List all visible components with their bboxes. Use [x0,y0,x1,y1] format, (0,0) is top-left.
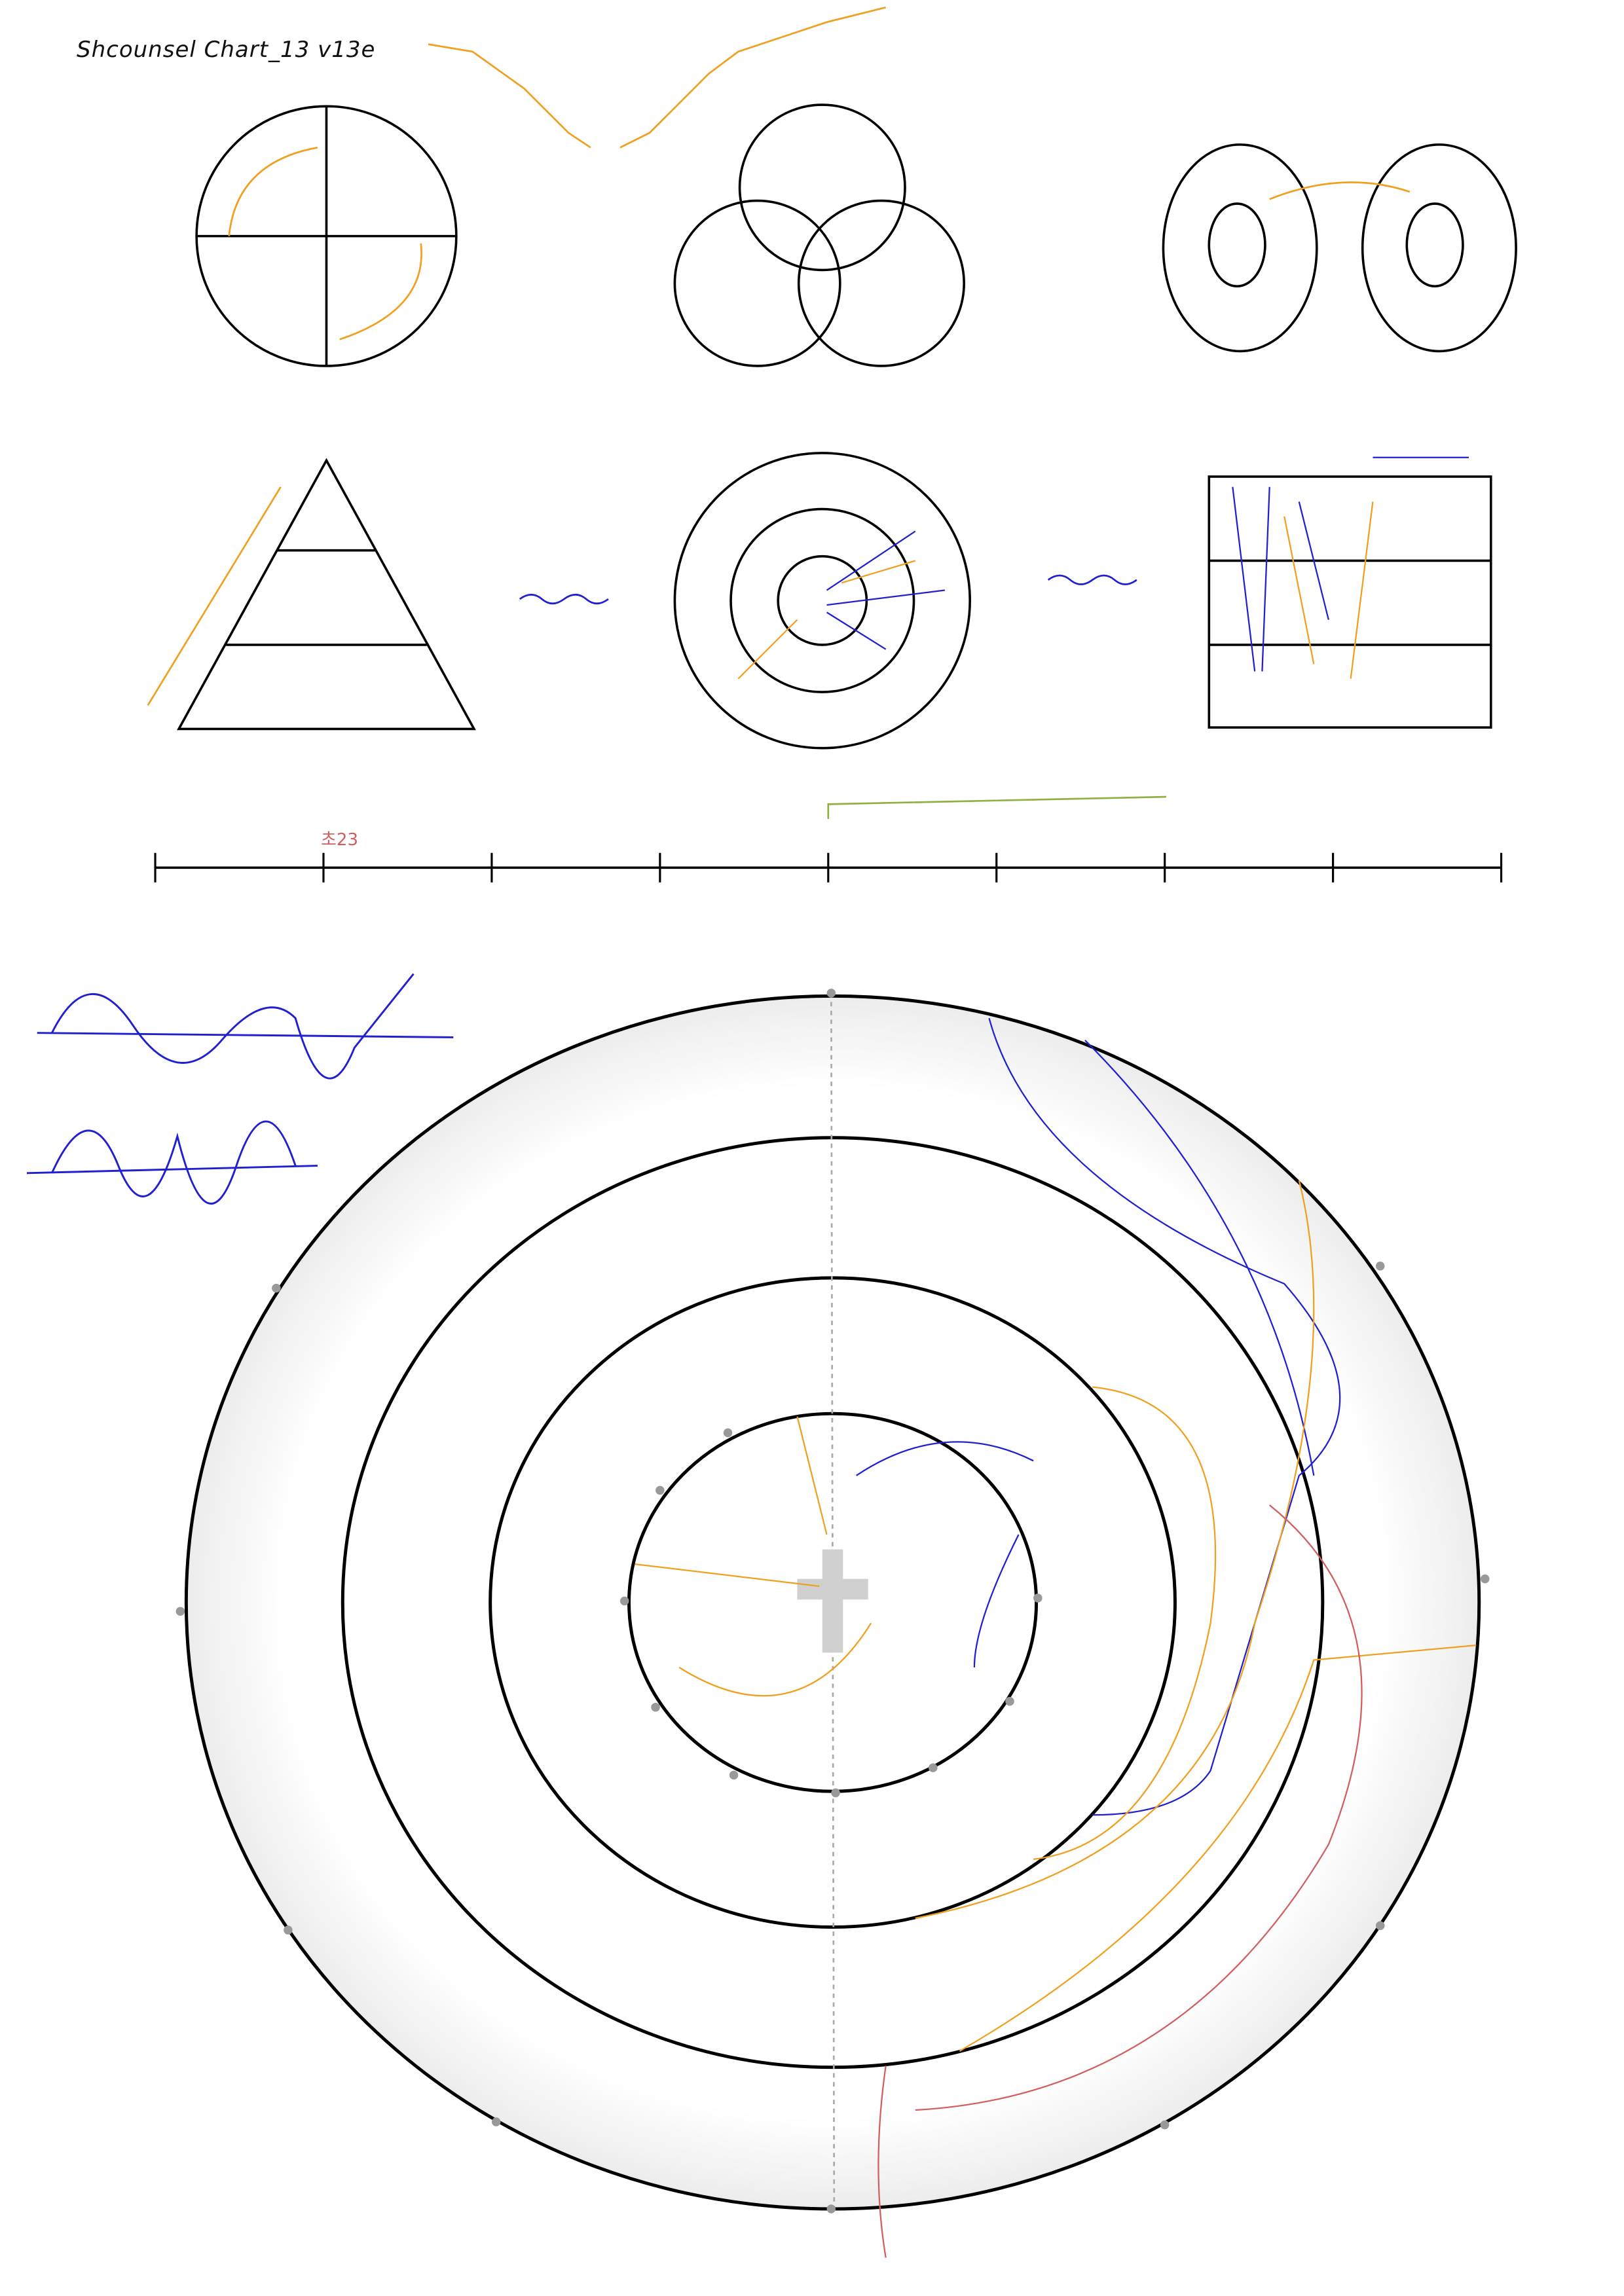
ring-markers [175,989,1490,2214]
wavy-arrow [1047,574,1137,585]
wavy-arrow [519,593,609,605]
annotation-curves [635,1017,1477,2258]
timeline-label: 초23 [321,830,359,850]
concentric-circles-small [673,452,971,750]
timeline [154,795,1503,883]
donut-pair [1162,143,1517,353]
venn-diagram [673,103,965,367]
cross-icon [797,1549,868,1653]
quadrant-circle [195,105,458,367]
layer-box [1208,456,1492,729]
wave-sketches [26,973,454,1205]
pyramid [147,458,476,731]
chart-title: Shcounsel Chart_13 v13e [77,37,376,63]
staircase-sketch [428,6,887,149]
